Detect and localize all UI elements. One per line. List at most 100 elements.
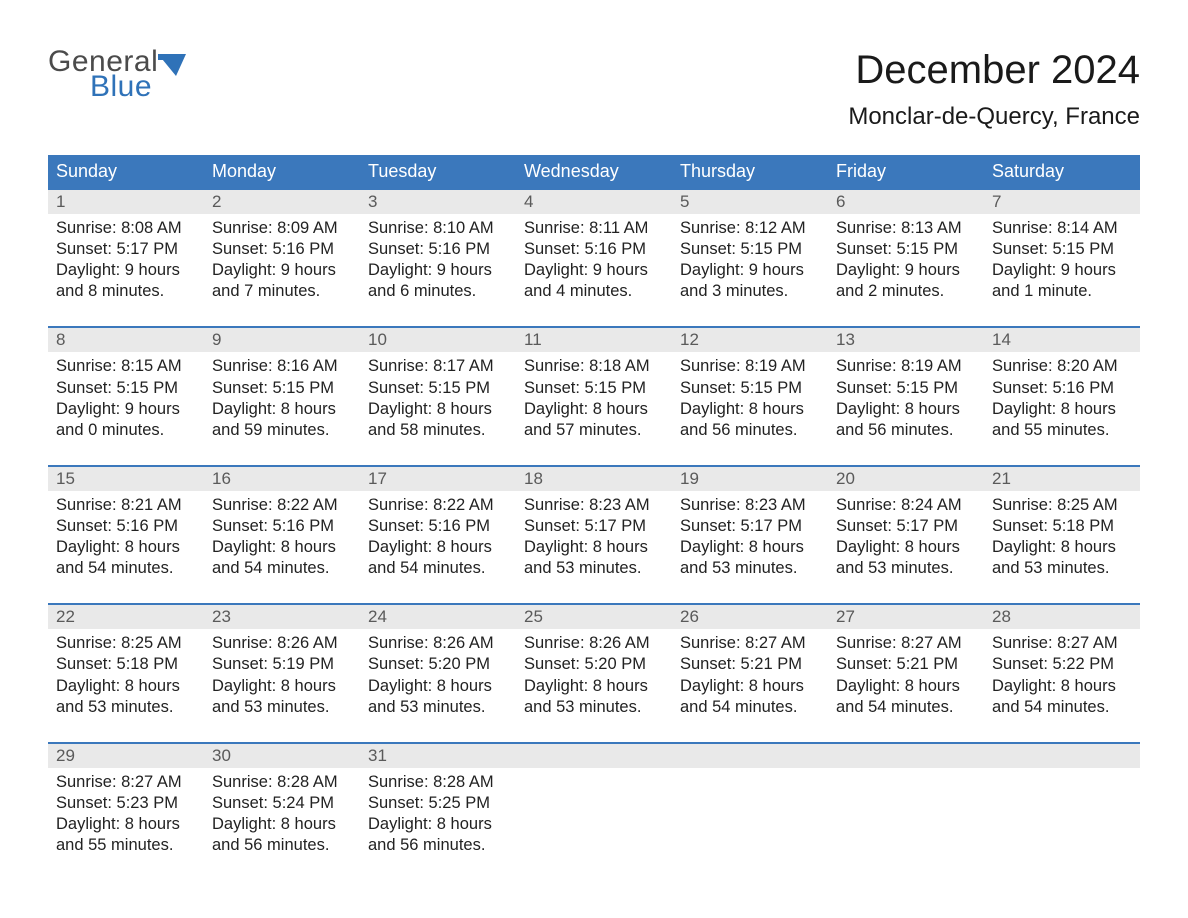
daylight-line-2: and 2 minutes. [836, 281, 976, 302]
empty-day-bar [672, 744, 828, 768]
daylight-line-1: Daylight: 9 hours [56, 399, 196, 420]
daylight-line-1: Daylight: 8 hours [368, 537, 508, 558]
empty-day-bar [516, 744, 672, 768]
day-cell: 7Sunrise: 8:14 AMSunset: 5:15 PMDaylight… [984, 189, 1140, 327]
sunrise-line: Sunrise: 8:21 AM [56, 495, 196, 516]
daylight-line-1: Daylight: 8 hours [524, 537, 664, 558]
day-cell: 25Sunrise: 8:26 AMSunset: 5:20 PMDayligh… [516, 604, 672, 742]
daylight-line-1: Daylight: 8 hours [368, 399, 508, 420]
daylight-line-2: and 55 minutes. [56, 835, 196, 856]
daylight-line-1: Daylight: 8 hours [992, 676, 1132, 697]
day-number: 26 [672, 605, 828, 629]
day-number: 28 [984, 605, 1140, 629]
daylight-line-2: and 56 minutes. [368, 835, 508, 856]
day-details: Sunrise: 8:12 AMSunset: 5:15 PMDaylight:… [680, 218, 820, 302]
daylight-line-2: and 53 minutes. [524, 558, 664, 579]
sunrise-line: Sunrise: 8:20 AM [992, 356, 1132, 377]
daylight-line-1: Daylight: 8 hours [992, 399, 1132, 420]
day-details: Sunrise: 8:20 AMSunset: 5:16 PMDaylight:… [992, 356, 1132, 440]
day-details: Sunrise: 8:24 AMSunset: 5:17 PMDaylight:… [836, 495, 976, 579]
daylight-line-2: and 56 minutes. [836, 420, 976, 441]
sunrise-line: Sunrise: 8:24 AM [836, 495, 976, 516]
day-details: Sunrise: 8:11 AMSunset: 5:16 PMDaylight:… [524, 218, 664, 302]
day-cell: 23Sunrise: 8:26 AMSunset: 5:19 PMDayligh… [204, 604, 360, 742]
daylight-line-2: and 54 minutes. [680, 697, 820, 718]
day-cell: 12Sunrise: 8:19 AMSunset: 5:15 PMDayligh… [672, 327, 828, 465]
sunset-line: Sunset: 5:23 PM [56, 793, 196, 814]
sunrise-line: Sunrise: 8:28 AM [368, 772, 508, 793]
sunset-line: Sunset: 5:15 PM [836, 239, 976, 260]
daylight-line-2: and 53 minutes. [56, 697, 196, 718]
sunrise-line: Sunrise: 8:26 AM [212, 633, 352, 654]
day-cell: 21Sunrise: 8:25 AMSunset: 5:18 PMDayligh… [984, 466, 1140, 604]
sunrise-line: Sunrise: 8:11 AM [524, 218, 664, 239]
sunset-line: Sunset: 5:15 PM [56, 378, 196, 399]
sunrise-line: Sunrise: 8:19 AM [836, 356, 976, 377]
daylight-line-1: Daylight: 8 hours [212, 676, 352, 697]
sunrise-line: Sunrise: 8:10 AM [368, 218, 508, 239]
sunrise-line: Sunrise: 8:22 AM [212, 495, 352, 516]
daylight-line-1: Daylight: 8 hours [212, 537, 352, 558]
sunset-line: Sunset: 5:15 PM [212, 378, 352, 399]
daylight-line-1: Daylight: 8 hours [680, 399, 820, 420]
sunrise-line: Sunrise: 8:23 AM [680, 495, 820, 516]
daylight-line-2: and 7 minutes. [212, 281, 352, 302]
sunset-line: Sunset: 5:16 PM [992, 378, 1132, 399]
daylight-line-2: and 53 minutes. [368, 697, 508, 718]
daylight-line-2: and 53 minutes. [836, 558, 976, 579]
day-cell: 15Sunrise: 8:21 AMSunset: 5:16 PMDayligh… [48, 466, 204, 604]
daylight-line-1: Daylight: 9 hours [212, 260, 352, 281]
day-number: 13 [828, 328, 984, 352]
sunset-line: Sunset: 5:15 PM [680, 239, 820, 260]
daylight-line-2: and 53 minutes. [992, 558, 1132, 579]
daylight-line-2: and 54 minutes. [992, 697, 1132, 718]
daylight-line-1: Daylight: 9 hours [680, 260, 820, 281]
empty-day-cell [828, 743, 984, 880]
sunset-line: Sunset: 5:16 PM [212, 239, 352, 260]
calendar-table: SundayMondayTuesdayWednesdayThursdayFrid… [48, 155, 1140, 880]
week-row: 29Sunrise: 8:27 AMSunset: 5:23 PMDayligh… [48, 743, 1140, 880]
sunrise-line: Sunrise: 8:12 AM [680, 218, 820, 239]
day-details: Sunrise: 8:26 AMSunset: 5:19 PMDaylight:… [212, 633, 352, 717]
sunrise-line: Sunrise: 8:27 AM [680, 633, 820, 654]
day-details: Sunrise: 8:23 AMSunset: 5:17 PMDaylight:… [524, 495, 664, 579]
day-cell: 14Sunrise: 8:20 AMSunset: 5:16 PMDayligh… [984, 327, 1140, 465]
day-cell: 31 Sunrise: 8:28 AMSunset: 5:25 PMDayligh… [360, 743, 516, 880]
day-number: 3 [360, 190, 516, 214]
day-details: Sunrise: 8:15 AMSunset: 5:15 PMDaylight:… [56, 356, 196, 440]
sunrise-line: Sunrise: 8:08 AM [56, 218, 196, 239]
day-number: 31 [360, 744, 516, 768]
daylight-line-2: and 54 minutes. [836, 697, 976, 718]
day-details: Sunrise: 8:27 AMSunset: 5:22 PMDaylight:… [992, 633, 1132, 717]
daylight-line-1: Daylight: 8 hours [836, 676, 976, 697]
day-cell: 13 Sunrise: 8:19 AMSunset: 5:15 PMDayligh… [828, 327, 984, 465]
day-cell: 1Sunrise: 8:08 AMSunset: 5:17 PMDaylight… [48, 189, 204, 327]
day-number: 24 [360, 605, 516, 629]
day-cell: 5Sunrise: 8:12 AMSunset: 5:15 PMDaylight… [672, 189, 828, 327]
day-cell: 4Sunrise: 8:11 AMSunset: 5:16 PMDaylight… [516, 189, 672, 327]
daylight-line-1: Daylight: 8 hours [680, 676, 820, 697]
day-number: 8 [48, 328, 204, 352]
sunset-line: Sunset: 5:15 PM [368, 378, 508, 399]
daylight-line-1: Daylight: 8 hours [56, 676, 196, 697]
day-cell: 18Sunrise: 8:23 AMSunset: 5:17 PMDayligh… [516, 466, 672, 604]
sunset-line: Sunset: 5:17 PM [524, 516, 664, 537]
sunset-line: Sunset: 5:15 PM [524, 378, 664, 399]
day-details: Sunrise: 8:28 AMSunset: 5:25 PMDaylight:… [368, 772, 508, 856]
month-title: December 2024 [848, 48, 1140, 93]
sunrise-line: Sunrise: 8:25 AM [56, 633, 196, 654]
empty-day-cell [672, 743, 828, 880]
sunset-line: Sunset: 5:16 PM [212, 516, 352, 537]
sunset-line: Sunset: 5:15 PM [992, 239, 1132, 260]
day-details: Sunrise: 8:09 AMSunset: 5:16 PMDaylight:… [212, 218, 352, 302]
sunset-line: Sunset: 5:22 PM [992, 654, 1132, 675]
sunset-line: Sunset: 5:16 PM [56, 516, 196, 537]
daylight-line-2: and 58 minutes. [368, 420, 508, 441]
sunrise-line: Sunrise: 8:19 AM [680, 356, 820, 377]
day-number: 2 [204, 190, 360, 214]
day-details: Sunrise: 8:19 AMSunset: 5:15 PMDaylight:… [836, 356, 976, 440]
day-details: Sunrise: 8:25 AMSunset: 5:18 PMDaylight:… [56, 633, 196, 717]
day-header-cell: Thursday [672, 155, 828, 189]
day-cell: 24Sunrise: 8:26 AMSunset: 5:20 PMDayligh… [360, 604, 516, 742]
day-cell: 28 Sunrise: 8:27 AMSunset: 5:22 PMDayligh… [984, 604, 1140, 742]
